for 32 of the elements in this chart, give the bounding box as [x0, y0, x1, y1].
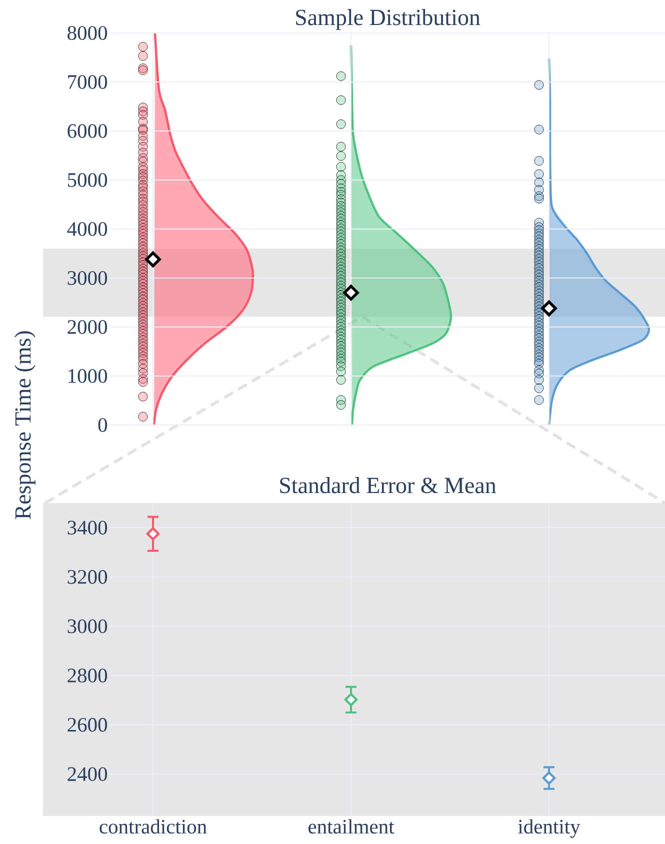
point — [534, 375, 544, 385]
point — [534, 124, 544, 134]
y-tick-label: 2800 — [68, 668, 108, 682]
y-tick-label: 2000 — [68, 320, 108, 334]
point — [534, 80, 544, 90]
y-tick-label: 0 — [98, 418, 108, 432]
y-tick-label: 8000 — [68, 26, 108, 40]
point — [534, 384, 544, 393]
x-tick-label: entailment — [308, 819, 394, 834]
point — [542, 771, 556, 785]
y-tick-label: 2400 — [68, 767, 108, 782]
y-tick-label: 3400 — [68, 520, 108, 535]
point — [534, 395, 544, 405]
y-axis-title: Response Time (ms) — [14, 331, 36, 520]
y-tick-label: 5000 — [68, 173, 108, 187]
point — [534, 194, 544, 204]
point — [146, 527, 160, 540]
y-tick-label: 2600 — [68, 718, 108, 732]
y-tick-label: 4000 — [67, 222, 108, 236]
point — [534, 156, 544, 166]
y-tick-label: 1000 — [68, 369, 108, 383]
y-tick-label: 6000 — [68, 124, 108, 138]
y-tick-label: 3000 — [68, 271, 108, 285]
y-tick-label: 3000 — [68, 619, 108, 634]
point — [534, 169, 544, 179]
point — [344, 693, 358, 706]
chart-title: Standard Error & Mean — [280, 477, 496, 494]
chart-title: Sample Distribution — [296, 9, 480, 30]
x-tick-label: identity — [518, 819, 580, 838]
x-tick-label: contradiction — [100, 819, 207, 834]
y-tick-label: 3200 — [68, 570, 108, 584]
y-tick-label: 7000 — [68, 75, 108, 89]
